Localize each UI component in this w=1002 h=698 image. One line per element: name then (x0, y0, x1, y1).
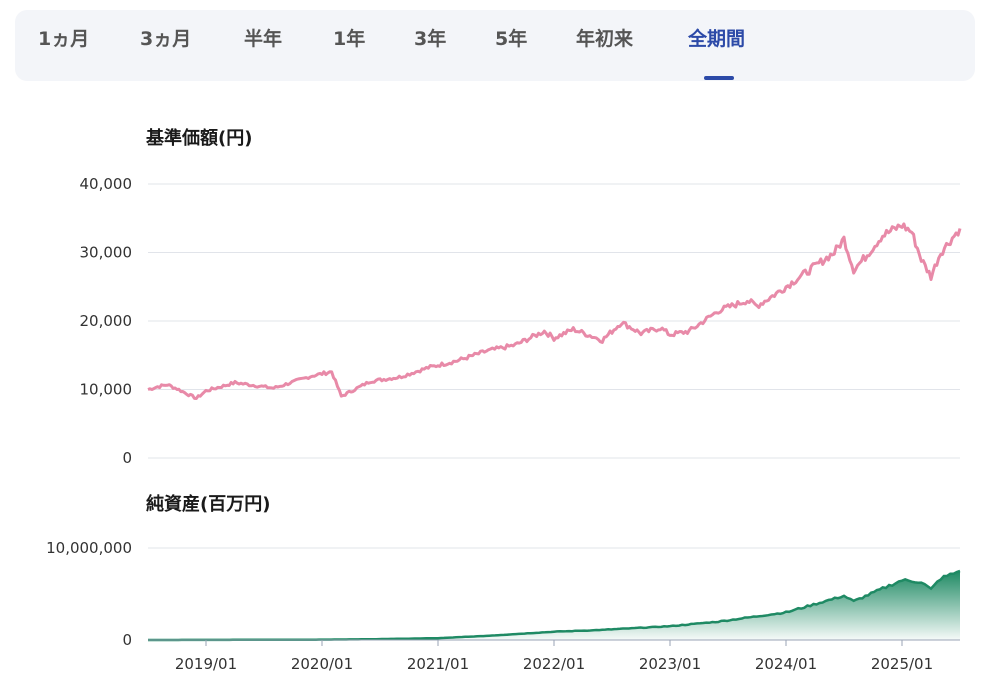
tab-1-month[interactable]: 1ヵ月 (38, 28, 90, 50)
y-tick-label: 30,000 (80, 244, 133, 262)
price-chart-title: 基準価額(円) (146, 128, 253, 149)
y-tick-label: 10,000,000 (46, 539, 132, 557)
price-y-axis: 0 10,000 20,000 30,000 40,000 (80, 175, 133, 467)
tab-1-year[interactable]: 1年 (333, 28, 366, 50)
tab-all-period[interactable]: 全期間 (688, 28, 746, 50)
y-tick-label: 0 (122, 631, 132, 649)
x-tick-label: 2024/01 (755, 655, 817, 673)
x-tick-label: 2022/01 (523, 655, 585, 673)
assets-series-area (148, 571, 960, 640)
tab-5-years[interactable]: 5年 (495, 28, 528, 50)
assets-y-axis: 0 10,000,000 (46, 539, 132, 649)
x-tick-label: 2021/01 (407, 655, 469, 673)
x-tick-label: 2019/01 (175, 655, 237, 673)
tab-3-months[interactable]: 3ヵ月 (140, 28, 192, 50)
tab-ytd[interactable]: 年初来 (576, 28, 634, 50)
x-tick-label: 2025/01 (871, 655, 933, 673)
y-tick-label: 10,000 (80, 381, 133, 399)
tab-half-year[interactable]: 半年 (244, 28, 283, 50)
price-series-line (147, 222, 962, 400)
y-tick-label: 40,000 (80, 175, 133, 193)
active-tab-indicator (704, 76, 734, 80)
y-tick-label: 20,000 (80, 312, 133, 330)
tab-3-years[interactable]: 3年 (414, 28, 447, 50)
period-tab-bar (15, 10, 975, 81)
assets-chart-title: 純資産(百万円) (146, 494, 271, 515)
price-chart-grid (148, 183, 960, 459)
x-tick-label: 2020/01 (291, 655, 353, 673)
y-tick-label: 0 (122, 449, 132, 467)
x-tick-label: 2023/01 (639, 655, 701, 673)
x-axis-ticks: 2019/01 2020/01 2021/01 2022/01 2023/01 2024/… (175, 640, 933, 673)
